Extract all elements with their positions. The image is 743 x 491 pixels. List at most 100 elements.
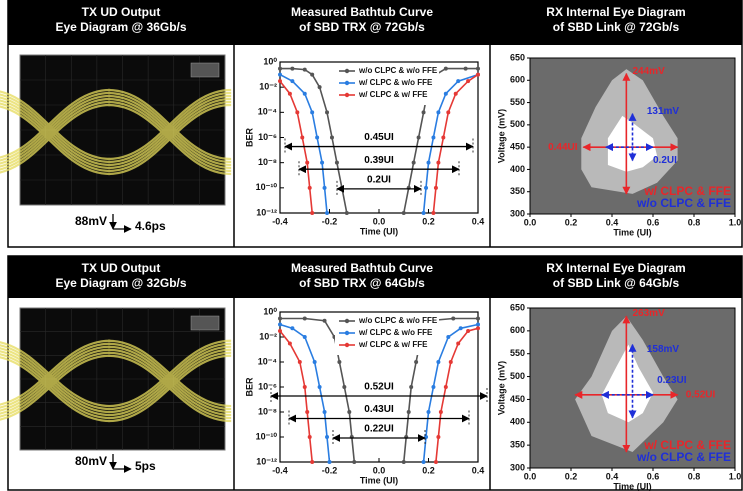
legend-marker bbox=[345, 93, 349, 97]
series-point bbox=[352, 460, 356, 464]
x-tick-label: 0.2 bbox=[422, 465, 435, 475]
series-point bbox=[444, 92, 448, 96]
series-point bbox=[476, 67, 480, 71]
series-point bbox=[459, 326, 463, 330]
panel-title: Measured Bathtub Curve bbox=[291, 261, 433, 275]
panel-title: of SBD Link @ 64Gb/s bbox=[553, 276, 680, 290]
y-tick-label: 650 bbox=[510, 52, 525, 62]
series-point bbox=[303, 68, 307, 72]
series-point bbox=[335, 161, 339, 165]
series-point bbox=[278, 79, 282, 83]
series-point bbox=[310, 110, 314, 114]
eye-annotation: 80mV bbox=[75, 454, 107, 468]
series-point bbox=[436, 360, 440, 364]
series-point bbox=[313, 360, 317, 364]
series-point bbox=[424, 186, 428, 190]
y-tick-label: 10⁻⁶ bbox=[258, 381, 277, 391]
series-point bbox=[288, 342, 292, 346]
legend-marker bbox=[345, 69, 349, 73]
y-tick-label: 500 bbox=[510, 371, 525, 381]
series-point bbox=[476, 317, 480, 321]
y-tick-label: 500 bbox=[510, 119, 525, 129]
series-point bbox=[434, 460, 438, 464]
x-tick-label: -0.2 bbox=[322, 216, 338, 226]
y-tick-label: 10⁻⁴ bbox=[258, 356, 277, 366]
eye-annotation: 4.6ps bbox=[135, 219, 166, 233]
legend-label: w/o CLPC & FFE bbox=[636, 450, 731, 464]
series-point bbox=[422, 211, 426, 215]
series-point bbox=[303, 335, 307, 339]
legend-label: w/o CLPC & w/o FFE bbox=[358, 66, 438, 75]
series-point bbox=[454, 92, 458, 96]
eye-annotation: 88mV bbox=[75, 214, 107, 228]
width-annotation: 0.52UI bbox=[364, 382, 394, 393]
series-point bbox=[310, 211, 314, 215]
series-point bbox=[402, 211, 406, 215]
series-point bbox=[431, 385, 435, 389]
series-point bbox=[446, 110, 450, 114]
y-tick-label: 400 bbox=[510, 417, 525, 427]
series-point bbox=[427, 410, 431, 414]
legend-label: w/ CLPC & w/o FFE bbox=[358, 78, 433, 87]
width-annotation: 0.22UI bbox=[364, 424, 394, 435]
x-axis-label: Time (UI) bbox=[360, 475, 398, 485]
x-tick-label: 1.0 bbox=[729, 217, 742, 227]
eye-annotation: 244mV bbox=[633, 66, 666, 77]
legend-label: w/o CLPC & FFE bbox=[636, 196, 731, 210]
series-point bbox=[330, 136, 334, 140]
eye-annotation: 0.44UI bbox=[548, 142, 578, 153]
series-point bbox=[456, 342, 460, 346]
series-point bbox=[456, 79, 460, 83]
series-point bbox=[278, 73, 282, 77]
legend-marker bbox=[345, 331, 349, 335]
y-tick-label: 10⁻⁸ bbox=[258, 406, 277, 416]
x-tick-label: 0.4 bbox=[472, 465, 485, 475]
y-tick-label: 450 bbox=[510, 394, 525, 404]
y-tick-label: 550 bbox=[510, 348, 525, 358]
legend-marker bbox=[345, 343, 349, 347]
series-point bbox=[422, 460, 426, 464]
width-annotation: 0.39UI bbox=[364, 155, 394, 166]
series-point bbox=[434, 186, 438, 190]
series-point bbox=[451, 317, 455, 321]
series-point bbox=[278, 67, 282, 71]
x-tick-label: 0.0 bbox=[524, 471, 537, 481]
series-point bbox=[323, 410, 327, 414]
panel-title: of SBD Link @ 72Gb/s bbox=[553, 20, 680, 34]
series-point bbox=[466, 329, 470, 333]
x-tick-label: 0.6 bbox=[647, 471, 660, 481]
series-point bbox=[310, 460, 314, 464]
series-point bbox=[278, 323, 282, 327]
series-point bbox=[298, 360, 302, 364]
series-point bbox=[436, 161, 440, 165]
y-tick-label: 10⁰ bbox=[263, 306, 277, 316]
series-point bbox=[305, 161, 309, 165]
y-tick-label: 10⁻¹² bbox=[256, 456, 277, 466]
series-point bbox=[342, 385, 346, 389]
x-tick-label: -0.2 bbox=[322, 465, 338, 475]
x-tick-label: -0.4 bbox=[272, 216, 288, 226]
figure: TX UD OutputEye Diagram @ 36Gb/s88mV4.6p… bbox=[0, 0, 743, 491]
y-tick-label: 350 bbox=[510, 186, 525, 196]
legend-marker bbox=[345, 81, 349, 85]
series-point bbox=[290, 67, 294, 71]
series-point bbox=[310, 73, 314, 77]
series-point bbox=[412, 161, 416, 165]
legend-label: w/ CLPC & w/ FFE bbox=[358, 90, 428, 99]
series-point bbox=[449, 360, 453, 364]
eye-annotation: 263mV bbox=[633, 308, 666, 319]
series-point bbox=[427, 161, 431, 165]
x-tick-label: 0.0 bbox=[373, 216, 386, 226]
series-point bbox=[278, 329, 282, 333]
series-point bbox=[439, 410, 443, 414]
x-tick-label: 0.8 bbox=[688, 217, 701, 227]
x-tick-label: 0.4 bbox=[472, 216, 485, 226]
y-tick-label: 600 bbox=[510, 75, 525, 85]
panel-title: of SBD TRX @ 64Gb/s bbox=[299, 276, 425, 290]
width-annotation: 0.2UI bbox=[367, 174, 391, 185]
x-axis-label: Time (UI) bbox=[360, 226, 398, 236]
eye-annotation: 5ps bbox=[135, 459, 156, 473]
eye-annotation: 0.2UI bbox=[653, 155, 677, 166]
series-point bbox=[318, 85, 322, 89]
y-tick-label: 650 bbox=[510, 302, 525, 312]
